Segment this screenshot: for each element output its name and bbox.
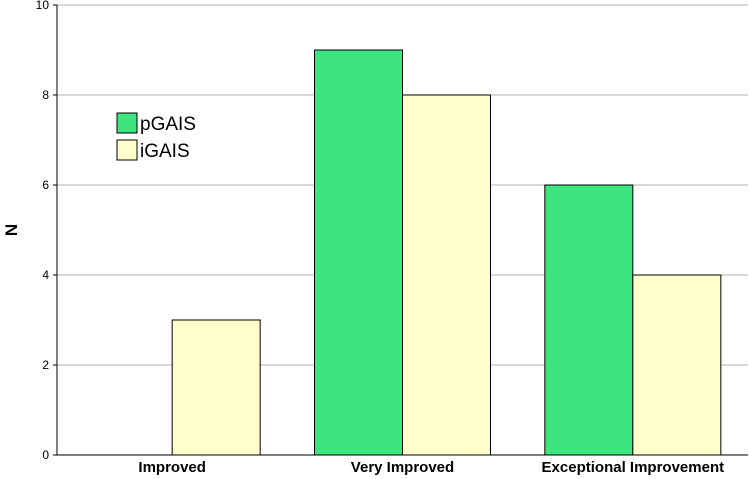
- y-tick-label: 8: [42, 88, 49, 102]
- x-category-label: Exceptional Improvement: [542, 459, 725, 476]
- legend-label-igais: iGAIS: [140, 141, 190, 162]
- x-category-labels: Improved Very Improved Exceptional Improve…: [138, 459, 724, 476]
- bar-igais-very-improved: [402, 94, 491, 456]
- y-tick-label: 4: [42, 268, 49, 282]
- y-axis-title: N: [2, 224, 21, 236]
- y-tick-label: 2: [42, 358, 49, 372]
- y-tick-labels: 0 2 4 6 8 10: [36, 0, 50, 462]
- bar-igais-improved: [171, 319, 261, 456]
- legend-swatch-pgais: [116, 112, 138, 134]
- bar-pgais-exceptional-improvement: [544, 184, 634, 456]
- x-category-label: Very Improved: [351, 459, 454, 476]
- x-category-label: Improved: [138, 459, 206, 476]
- legend-swatch-igais: [116, 139, 138, 161]
- y-tick-label: 0: [42, 448, 49, 462]
- bars: [171, 49, 722, 456]
- legend: pGAIS iGAIS: [116, 112, 196, 162]
- legend-label-pgais: pGAIS: [140, 114, 196, 135]
- bar-pgais-very-improved: [314, 49, 403, 456]
- axes: [56, 5, 748, 456]
- y-tick-label: 10: [36, 0, 50, 12]
- y-tick-label: 6: [42, 178, 49, 192]
- bar-igais-exceptional-improvement: [632, 274, 722, 456]
